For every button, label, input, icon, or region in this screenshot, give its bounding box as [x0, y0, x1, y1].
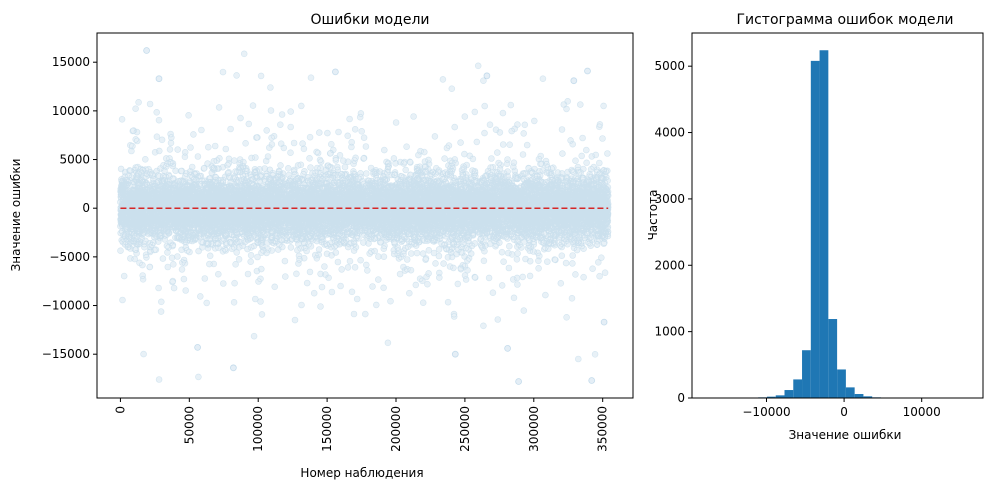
histogram-x-label: Значение ошибки: [789, 428, 902, 442]
histogram-bar: [845, 387, 855, 398]
scatter-x-tick-label: 100000: [251, 406, 265, 452]
scatter-x-tick-label: 200000: [389, 406, 403, 452]
histogram-bars: [705, 50, 969, 399]
scatter-outlier-point: [143, 47, 151, 54]
histogram-x-tick-label: 0: [840, 405, 848, 419]
scatter-y-tick-label: 15000: [52, 55, 90, 69]
histogram-y-tick-label: 3000: [654, 192, 685, 206]
scatter-points: [117, 47, 612, 385]
scatter-x-tick-label: 250000: [458, 406, 472, 452]
histogram-y-label: Частота: [646, 190, 660, 241]
scatter-outlier-point: [515, 378, 522, 385]
histogram-x-tick-label: 10000: [903, 405, 941, 419]
scatter-x-ticks: 0 50000 100000 150000 200000 250000 300000 3500…: [113, 398, 610, 452]
histogram-bar: [766, 396, 776, 398]
scatter-outlier-point: [588, 377, 596, 384]
histogram-bar: [828, 319, 838, 398]
scatter-outlier-point: [600, 318, 608, 326]
histogram-bar: [819, 50, 829, 398]
scatter-y-tick-label: −15000: [42, 347, 90, 361]
histogram-bar: [863, 396, 873, 398]
histogram-bar: [793, 379, 803, 398]
scatter-y-label: Значение ошибки: [9, 159, 23, 272]
scatter-x-tick-label: 300000: [527, 406, 541, 452]
histogram-bar: [802, 350, 811, 398]
scatter-outlier-point: [584, 67, 591, 75]
histogram-bar: [854, 394, 864, 398]
scatter-outlier-point: [194, 343, 202, 351]
scatter-outlier-point: [331, 68, 339, 76]
scatter-outlier-point: [451, 350, 459, 358]
histogram-bar: [784, 390, 794, 398]
scatter-panel: Ошибки модели 0 50000 100000 150000 200000 25…: [9, 12, 634, 480]
scatter-outlier-point: [570, 77, 578, 85]
histogram-title: Гистограмма ошибок модели: [736, 12, 953, 28]
scatter-outlier-point: [155, 75, 163, 83]
scatter-outlier-point: [229, 364, 237, 372]
histogram-x-tick-label: −10000: [742, 405, 790, 419]
histogram-y-tick-label: 1000: [654, 325, 685, 339]
scatter-x-tick-label: 0: [113, 406, 127, 414]
scatter-y-tick-label: 0: [82, 201, 90, 215]
scatter-y-tick-label: −10000: [42, 299, 90, 313]
histogram-y-tick-label: 0: [677, 391, 685, 405]
histogram-panel: Гистограмма ошибок модели −10000 0 10000 0…: [646, 12, 984, 442]
scatter-y-tick-label: −5000: [49, 250, 90, 264]
scatter-x-tick-label: 350000: [596, 406, 610, 452]
histogram-axes-frame: [691, 32, 984, 399]
histogram-x-ticks: −10000 0 10000: [742, 398, 941, 419]
scatter-title: Ошибки модели: [310, 12, 429, 28]
scatter-y-tick-label: 5000: [59, 153, 90, 167]
scatter-x-tick-label: 150000: [320, 406, 334, 452]
scatter-outlier-point: [504, 344, 512, 352]
histogram-bar: [837, 369, 846, 398]
scatter-y-ticks: −15000 −10000 −5000 0 5000 10000 15000: [42, 55, 97, 361]
scatter-x-label: Номер наблюдения: [300, 466, 423, 480]
scatter-x-tick-label: 50000: [182, 406, 196, 444]
histogram-y-tick-label: 4000: [654, 126, 685, 140]
scatter-y-tick-label: 10000: [52, 104, 90, 118]
histogram-bar: [775, 395, 785, 398]
scatter-outlier-point: [483, 72, 491, 80]
scatter-point-cloud: [117, 50, 612, 383]
histogram-y-tick-label: 5000: [654, 59, 685, 73]
histogram-y-tick-label: 2000: [654, 258, 685, 272]
histogram-y-ticks: 0 1000 2000 3000 4000 5000: [654, 59, 692, 405]
scatter-axes-frame: [96, 32, 634, 399]
histogram-bar: [810, 60, 820, 399]
